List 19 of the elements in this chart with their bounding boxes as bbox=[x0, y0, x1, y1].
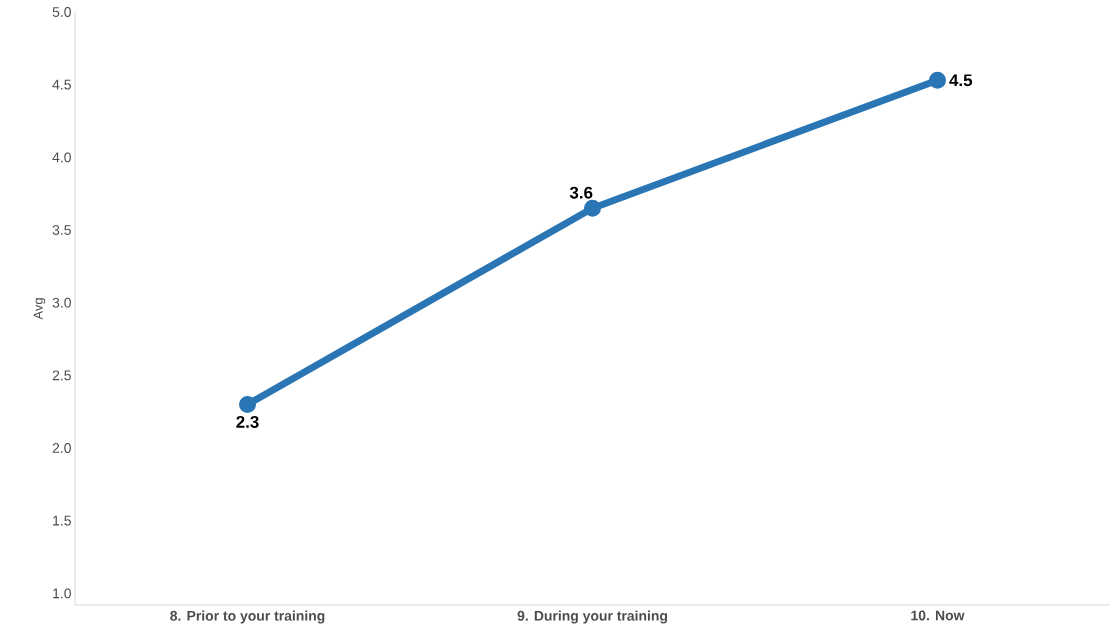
y-tick-label: 2.5 bbox=[52, 370, 71, 381]
x-tick-label: 10. Now bbox=[911, 610, 965, 621]
y-tick-label: 1.5 bbox=[53, 515, 71, 526]
y-axis-title: Avg bbox=[33, 298, 46, 320]
point bbox=[239, 395, 256, 413]
x-tick-label: 9. During your training bbox=[517, 610, 667, 624]
y-tick-label: 3.0 bbox=[52, 297, 71, 308]
point bbox=[584, 199, 601, 217]
data-label: 2.3 bbox=[236, 415, 259, 428]
point bbox=[928, 71, 946, 89]
y-tick-label: 4.0 bbox=[52, 152, 71, 163]
data-label: 4.5 bbox=[949, 74, 973, 87]
y-tick-label: 2.0 bbox=[52, 443, 71, 453]
y-tick-label: 3.5 bbox=[52, 225, 71, 235]
y-tick-label: 4.5 bbox=[52, 79, 71, 90]
y-tick-label: 1.0 bbox=[53, 588, 71, 599]
x-tick-label: 8. Prior to your training bbox=[170, 610, 325, 624]
data-label: 3.6 bbox=[569, 186, 593, 199]
y-tick-label: 5.0 bbox=[52, 7, 71, 17]
